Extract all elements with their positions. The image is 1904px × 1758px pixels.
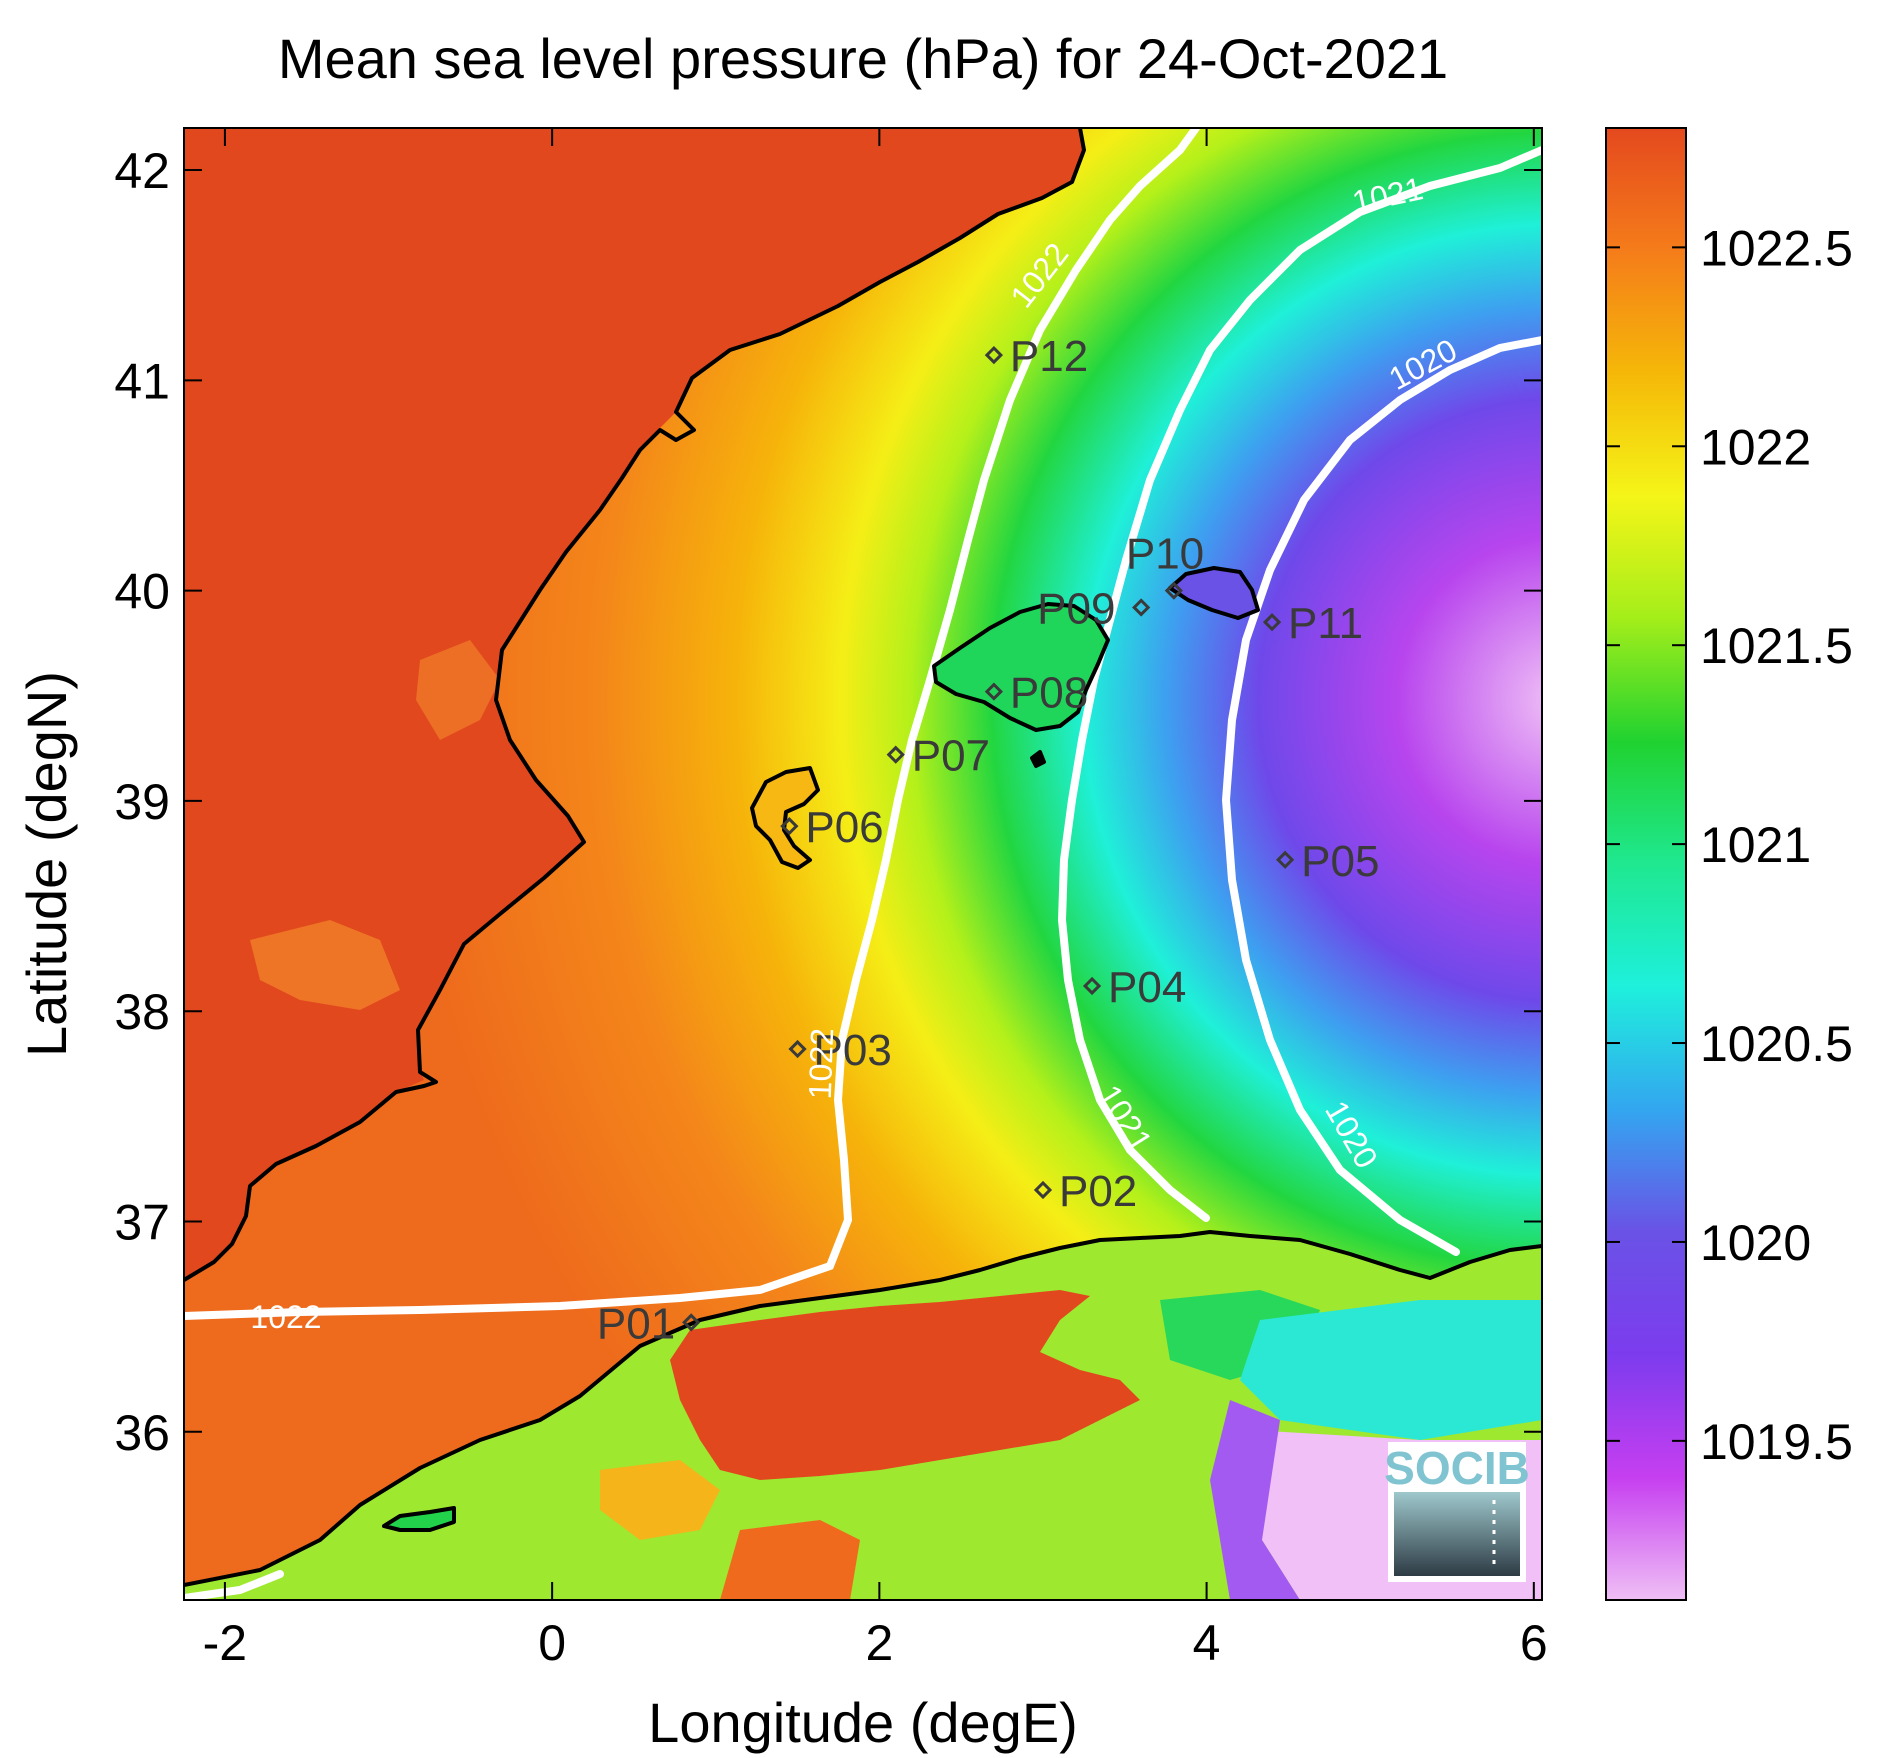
sample-point-p03: P03 bbox=[788, 1026, 892, 1075]
sample-point-p10: P10 bbox=[1126, 530, 1204, 600]
coastlines bbox=[184, 128, 1542, 1587]
cabrera-coastline bbox=[1030, 750, 1046, 768]
point-marker bbox=[984, 345, 1004, 365]
iberia-patch bbox=[250, 920, 400, 1010]
point-label: P06 bbox=[805, 803, 883, 852]
sample-point-p06: P06 bbox=[780, 803, 884, 852]
point-label: P09 bbox=[1037, 584, 1115, 633]
x-tick-label: 2 bbox=[865, 1615, 893, 1671]
africa-violet-region bbox=[1210, 1400, 1300, 1600]
y-tick-label: 42 bbox=[114, 143, 170, 199]
isobar-1022 bbox=[184, 128, 1200, 1320]
colorbar-frame bbox=[1605, 127, 1687, 1601]
africa-hot-region bbox=[720, 1520, 860, 1600]
sample-point-p11: P11 bbox=[1262, 599, 1363, 648]
socib-logo-text: SOCIB bbox=[1384, 1442, 1530, 1494]
x-tick-label: 0 bbox=[538, 1615, 566, 1671]
mallorca-coastline bbox=[932, 602, 1110, 732]
point-label: P12 bbox=[1010, 332, 1088, 381]
isobar-1022-south bbox=[184, 1570, 284, 1600]
colorbar-fill bbox=[1606, 128, 1686, 1600]
y-tick-label: 41 bbox=[114, 353, 170, 409]
x-tick-label: 6 bbox=[1520, 1615, 1548, 1671]
point-label: P05 bbox=[1301, 837, 1379, 886]
colorbar-tick-label: 1019.5 bbox=[1700, 1414, 1853, 1470]
plot-frame bbox=[183, 127, 1543, 1601]
point-marker bbox=[1033, 1180, 1053, 1200]
point-label: P10 bbox=[1126, 530, 1204, 579]
iberia-land bbox=[184, 128, 1084, 1280]
contour-label: 1022 bbox=[802, 1027, 840, 1099]
x-axis: -2 0 2 4 6 bbox=[203, 128, 1548, 1671]
colorbar-tick-label: 1021.5 bbox=[1700, 618, 1853, 674]
point-marker bbox=[1262, 613, 1282, 632]
point-marker bbox=[984, 682, 1004, 701]
sample-point-p09: P09 bbox=[1037, 584, 1151, 633]
colorbar-tick-label: 1021 bbox=[1700, 817, 1811, 873]
socib-logo: SOCIB bbox=[1384, 1442, 1530, 1582]
sample-point-p08: P08 bbox=[984, 669, 1088, 718]
x-tick-label: -2 bbox=[203, 1615, 247, 1671]
point-label: P07 bbox=[912, 732, 990, 781]
point-marker bbox=[886, 745, 905, 764]
africa-hot-region bbox=[670, 1290, 1140, 1480]
point-marker bbox=[1164, 581, 1183, 600]
point-label: P03 bbox=[814, 1026, 892, 1075]
point-marker bbox=[1276, 850, 1295, 869]
point-label: P02 bbox=[1059, 1167, 1137, 1216]
sample-point-p07: P07 bbox=[886, 732, 990, 781]
iberia-patch bbox=[416, 640, 500, 740]
y-tick-label: 38 bbox=[114, 984, 170, 1040]
sample-point-p01: P01 bbox=[597, 1299, 701, 1348]
y-tick-label: 36 bbox=[114, 1405, 170, 1461]
y-tick-label: 39 bbox=[114, 774, 170, 830]
sample-point-p12: P12 bbox=[984, 332, 1088, 381]
point-marker bbox=[1132, 598, 1151, 617]
sample-point-p04: P04 bbox=[1082, 963, 1186, 1012]
x-tick-label: 4 bbox=[1193, 1615, 1221, 1671]
point-label: P11 bbox=[1288, 599, 1363, 648]
y-tick-label: 40 bbox=[114, 564, 170, 620]
iberia-coastline bbox=[184, 128, 1086, 1282]
colorbar-tick-label: 1020 bbox=[1700, 1215, 1811, 1271]
colorbar-tick-label: 1022.5 bbox=[1700, 220, 1853, 276]
y-axis-label: Latitude (degN) bbox=[15, 671, 78, 1057]
ibiza-coastline bbox=[750, 766, 820, 870]
colorbar-tick-label: 1022 bbox=[1700, 419, 1811, 475]
colorbar-ticks: 1019.5 1020 1020.5 1021 1021.5 1022 1022.5 bbox=[1606, 220, 1853, 1470]
colorbar: 1019.5 1020 1020.5 1021 1021.5 1022 1022.5 bbox=[1605, 127, 1853, 1601]
alboran-coastline bbox=[382, 1506, 456, 1532]
x-axis-label: Longitude (degE) bbox=[648, 1691, 1078, 1754]
isobar-1020 bbox=[1221, 336, 1542, 1256]
point-label: P01 bbox=[597, 1299, 675, 1348]
sample-point-p02: P02 bbox=[1033, 1167, 1137, 1216]
point-marker bbox=[780, 817, 799, 836]
africa-cyan-region bbox=[1240, 1300, 1542, 1440]
point-marker bbox=[1082, 976, 1102, 996]
point-label: P08 bbox=[1010, 669, 1088, 718]
africa-hot-region bbox=[600, 1460, 720, 1540]
y-axis: 36 37 38 39 40 41 42 bbox=[114, 143, 1542, 1461]
africa-coastline bbox=[184, 1230, 1542, 1587]
y-tick-label: 37 bbox=[114, 1194, 170, 1250]
contour-label: 1022 bbox=[250, 1299, 321, 1335]
menorca-coastline bbox=[1168, 566, 1260, 620]
colorbar-tick-label: 1020.5 bbox=[1700, 1016, 1853, 1072]
figure-title: Mean sea level pressure (hPa) for 24-Oct… bbox=[278, 27, 1448, 90]
point-marker bbox=[788, 1039, 807, 1059]
point-marker bbox=[682, 1313, 701, 1332]
point-label: P04 bbox=[1108, 963, 1186, 1012]
sample-point-p05: P05 bbox=[1276, 837, 1379, 886]
